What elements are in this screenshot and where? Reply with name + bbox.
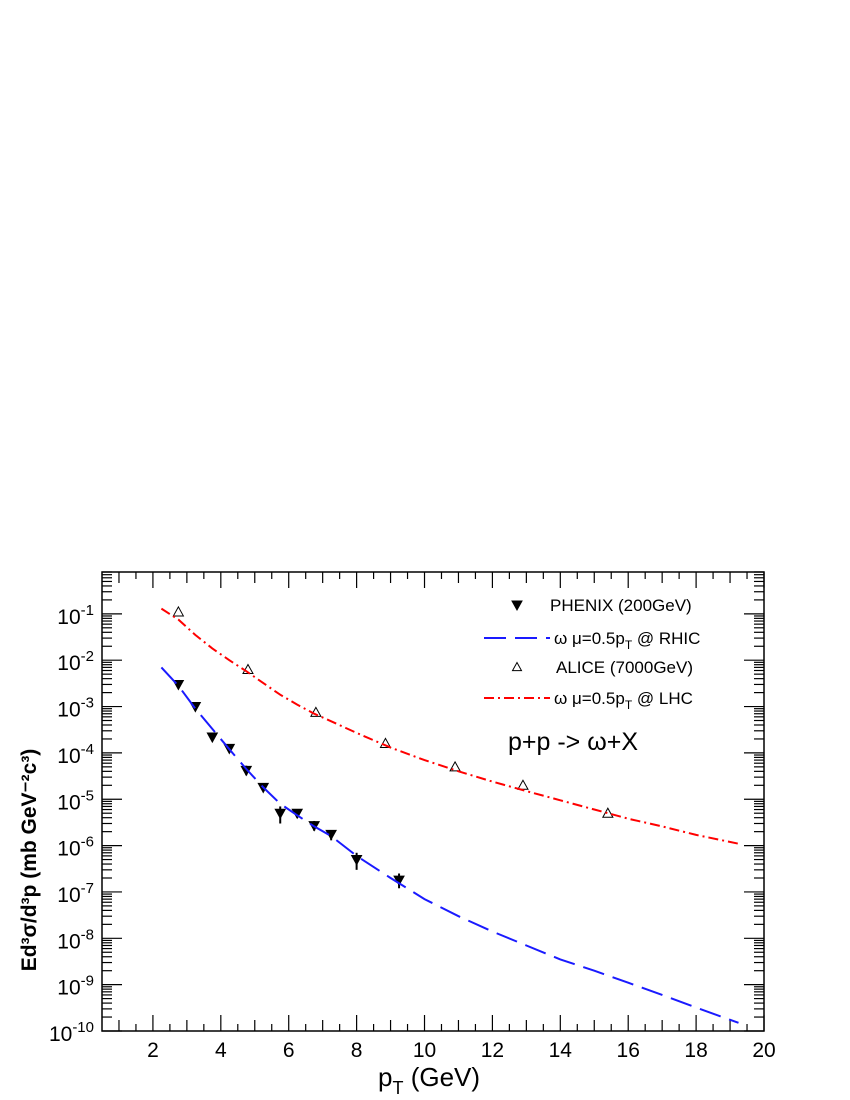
- x-tick-label: 8: [351, 1039, 363, 1062]
- alice-point: [517, 779, 529, 790]
- x-tick-label: 18: [684, 1039, 707, 1062]
- legend: PHENIX (200GeV) ω μ=0.5pT @ RHIC ALICE (70…: [484, 596, 700, 712]
- legend-label: ω μ=0.5pT @ LHC: [554, 689, 693, 712]
- y-tick-label: 10-7: [57, 880, 94, 907]
- alice-point: [172, 605, 185, 617]
- legend-marker-phenix: [511, 600, 523, 612]
- y-tick-labels: 10-1 10-2 10-3 10-4 10-5 10-6 10-7 10-8 10-9 10-1…: [49, 602, 94, 1046]
- phenix-point: [350, 855, 363, 866]
- rhic-curve: [160, 666, 739, 1024]
- y-axis-title: Ed³σ/d³p (mb GeV⁻²c³): [18, 749, 41, 972]
- x-tick-label: 10: [413, 1039, 436, 1062]
- legend-label: ω μ=0.5pT @ RHIC: [554, 629, 700, 652]
- y-tick-label: 10-2: [57, 648, 94, 675]
- x-tick-label: 2: [147, 1039, 159, 1062]
- phenix-point: [206, 732, 219, 744]
- y-tick-label: 10-3: [57, 695, 94, 722]
- x-tick-label: 14: [549, 1039, 573, 1062]
- lhc-curve: [160, 607, 739, 845]
- y-tick-label: 10-5: [57, 787, 94, 814]
- y-tick-label: 10-9: [57, 973, 94, 1000]
- axis-ticks: [102, 571, 765, 1032]
- x-tick-label: 16: [617, 1039, 640, 1062]
- y-tick-label: 10-6: [57, 834, 94, 861]
- y-tick-label: 10-8: [57, 926, 94, 953]
- x-tick-label: 6: [283, 1039, 295, 1062]
- alice-point: [601, 807, 614, 818]
- y-tick-label: 10-10: [49, 1019, 94, 1046]
- legend-label: PHENIX (200GeV): [550, 596, 692, 615]
- x-tick-labels: 2 4 6 8 10 12 14 16 18 20: [147, 1039, 776, 1062]
- x-tick-label: 12: [481, 1039, 504, 1062]
- phenix-point: [274, 808, 287, 820]
- y-tick-label: 10-4: [57, 741, 94, 768]
- x-tick-label: 20: [752, 1039, 775, 1062]
- plot-frame: [101, 571, 765, 1032]
- reaction-annotation: p+p -> ω+X: [508, 728, 638, 756]
- y-tick-label: 10-1: [57, 602, 94, 629]
- legend-marker-alice: [511, 661, 523, 672]
- x-tick-label: 4: [215, 1039, 227, 1062]
- series-layer: [160, 605, 739, 1024]
- x-axis-title: pT (GeV): [378, 1062, 480, 1098]
- legend-label: ALICE (7000GeV): [556, 658, 693, 677]
